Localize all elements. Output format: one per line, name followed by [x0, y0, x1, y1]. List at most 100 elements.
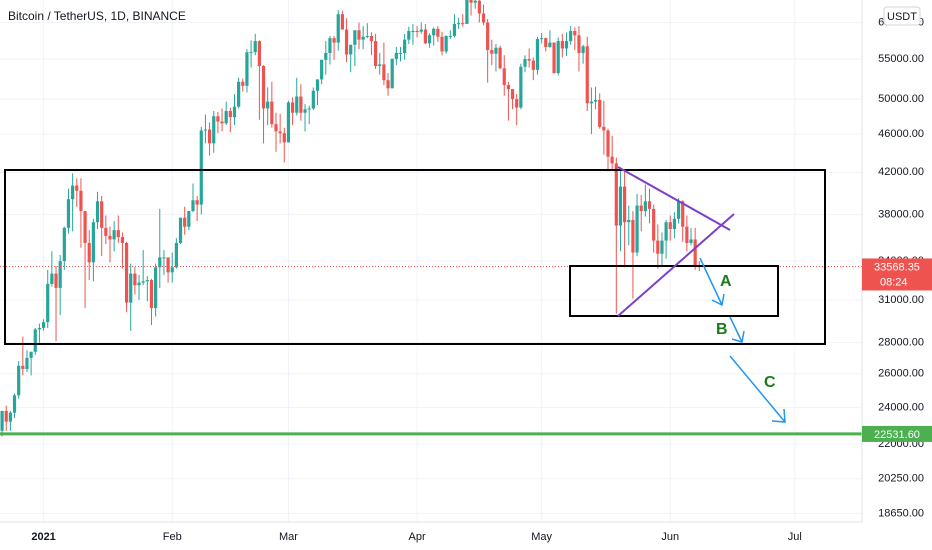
candle-body: [253, 41, 257, 53]
candle-body: [606, 130, 610, 157]
candle-body: [452, 23, 457, 37]
candle-body: [635, 205, 639, 253]
x-tick-label: Apr: [409, 531, 426, 543]
candle-body: [282, 133, 286, 143]
candle-body: [585, 46, 589, 104]
candle-body: [328, 38, 332, 53]
candle-body: [664, 222, 668, 241]
candle-body: [41, 322, 46, 328]
candle-body: [510, 89, 515, 100]
candle-body: [681, 201, 685, 227]
candle-body: [623, 186, 627, 223]
candle-body: [560, 41, 564, 49]
candle-body: [166, 257, 170, 273]
candle-body: [573, 30, 577, 36]
candle-body: [50, 273, 54, 284]
candle-body: [21, 365, 25, 369]
candle-body: [79, 190, 83, 212]
candle-body: [162, 257, 166, 259]
annotation: A: [720, 273, 732, 290]
candle-body: [602, 126, 606, 131]
candle-body: [593, 99, 598, 102]
candle-body: [232, 106, 237, 118]
candle-body: [261, 65, 266, 109]
countdown: 08:24: [880, 276, 908, 288]
candle-body: [311, 90, 315, 109]
candle-body: [481, 13, 486, 23]
candle-body: [266, 101, 270, 109]
candle-body: [83, 211, 87, 243]
candle-body: [0, 410, 4, 431]
candle-body: [12, 395, 17, 413]
candle-body: [672, 218, 677, 229]
candle-body: [564, 41, 569, 49]
candle-body: [340, 14, 344, 30]
candle-body: [577, 35, 581, 53]
candle-body: [62, 227, 66, 262]
candle-body: [423, 29, 427, 44]
candle-body: [195, 200, 199, 205]
x-tick-label: May: [531, 531, 552, 543]
candle-body: [29, 351, 33, 358]
x-tick-label: Jun: [661, 531, 679, 543]
candle-body: [299, 96, 303, 113]
candle-body: [270, 101, 274, 125]
candle-body: [249, 52, 253, 54]
candle-body: [344, 29, 349, 55]
candle-body: [456, 23, 461, 25]
candle-body: [506, 85, 511, 90]
candle-body: [432, 28, 436, 36]
candle-body: [490, 49, 494, 54]
candle-body: [353, 30, 357, 45]
candle-body: [124, 242, 129, 303]
candle-body: [37, 327, 42, 330]
candle-body: [8, 412, 12, 422]
candle-body: [87, 242, 91, 263]
grid: [0, 0, 862, 522]
annotation: B: [716, 321, 728, 338]
candle-body: [295, 96, 299, 113]
candle-body: [515, 99, 519, 108]
candle-body: [349, 44, 353, 55]
y-tick-label: 50000.00: [878, 93, 924, 105]
candle-body: [290, 102, 295, 113]
candles: [0, 0, 862, 437]
candle-body: [95, 201, 100, 223]
candle-body: [174, 242, 178, 268]
candle-body: [660, 240, 664, 254]
candle-body: [54, 273, 58, 288]
annotation: C: [764, 374, 776, 391]
candle-body: [303, 109, 307, 113]
candle-body: [477, 0, 481, 14]
candle-body: [427, 35, 432, 44]
candle-body: [540, 38, 544, 40]
candle-body: [676, 201, 681, 219]
candle-body: [191, 200, 195, 212]
drawings: [4, 166, 826, 423]
x-tick-label: Jul: [788, 531, 802, 543]
triangle-line: [617, 166, 731, 231]
candle-body: [647, 201, 652, 209]
candle-body: [237, 81, 241, 107]
candle-body: [100, 201, 104, 228]
candle-body: [187, 211, 191, 227]
candle-body: [33, 329, 37, 352]
candle-body: [610, 156, 614, 164]
candle-body: [257, 41, 261, 66]
candle-body: [361, 36, 365, 40]
candle-body: [419, 29, 423, 32]
candle-body: [149, 280, 154, 309]
candle-body: [469, 0, 473, 3]
candle-body: [523, 59, 527, 67]
candle-body: [91, 222, 95, 263]
candle-body: [241, 81, 245, 86]
candle-body: [66, 199, 71, 228]
candle-body: [569, 30, 573, 42]
x-tick-label: Feb: [163, 531, 182, 543]
y-tick-label: 18650.00: [878, 507, 924, 519]
candle-body: [212, 116, 216, 144]
candle-body: [224, 111, 228, 124]
candle-body: [403, 39, 407, 53]
candle-body: [473, 0, 477, 3]
